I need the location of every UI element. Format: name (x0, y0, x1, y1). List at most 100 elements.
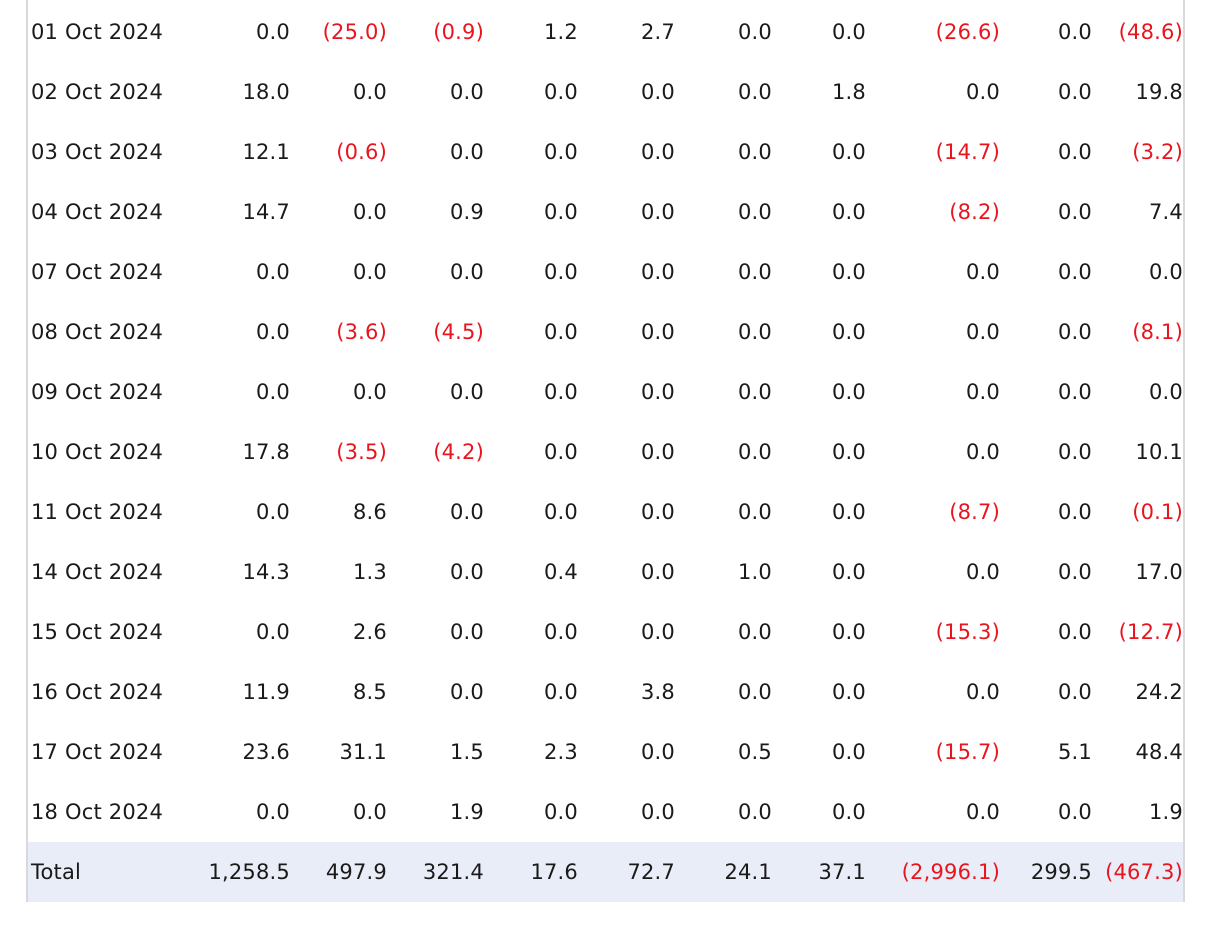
table-cell: 0.0 (1058, 800, 1092, 824)
table-row: 10 Oct 2024 17.8 (3.5) (4.2) 0.0 0.0 0.0 0.0 0.0… (28, 422, 1183, 482)
row-date: 10 Oct 2024 (31, 440, 164, 464)
table-row: 15 Oct 2024 0.0 2.6 0.0 0.0 0.0 0.0 0.0 (15.3) 0.… (28, 602, 1183, 662)
total-cell: 321.4 (387, 842, 484, 902)
table-cell: 0.0 (544, 800, 578, 824)
table-cell: (0.6) (336, 140, 387, 164)
table-cell: 1.9 (450, 800, 484, 824)
table-cell: 0.0 (832, 20, 866, 44)
table-cell: 0.0 (738, 500, 772, 524)
table-row: 08 Oct 2024 0.0 (3.6) (4.5) 0.0 0.0 0.0 0.0 0.0 0… (28, 302, 1183, 362)
table-row: 07 Oct 2024 0.0 0.0 0.0 0.0 0.0 0.0 0.0 0.0 0.0 0.… (28, 242, 1183, 302)
table-cell: 12.1 (242, 140, 290, 164)
table-cell: 24.2 (1135, 680, 1183, 704)
table-cell: 0.0 (1058, 320, 1092, 344)
table-cell: 2.7 (641, 20, 675, 44)
table-cell: 1.5 (450, 740, 484, 764)
table-cell: (3.2) (1132, 140, 1183, 164)
table-cell: 2.6 (353, 620, 387, 644)
table-cell: 0.0 (738, 320, 772, 344)
table-cell: 0.0 (450, 140, 484, 164)
table-cell: 0.0 (544, 500, 578, 524)
row-date: 08 Oct 2024 (31, 320, 164, 344)
table-cell: 0.0 (832, 560, 866, 584)
table-cell: 0.0 (1058, 440, 1092, 464)
table-cell: 0.0 (641, 200, 675, 224)
table-cell: 0.0 (1058, 620, 1092, 644)
table-cell: 0.0 (966, 560, 1000, 584)
table-cell: 0.0 (256, 620, 290, 644)
row-date: 07 Oct 2024 (31, 260, 164, 284)
table-cell: 0.0 (544, 380, 578, 404)
table-cell: 0.0 (1058, 20, 1092, 44)
table-cell: 0.0 (544, 260, 578, 284)
table-cell: 11.9 (242, 680, 290, 704)
table-cell: 0.0 (256, 20, 290, 44)
table-cell: 0.0 (966, 800, 1000, 824)
table-row: 02 Oct 2024 18.0 0.0 0.0 0.0 0.0 0.0 1.8 0.0 0.0 1… (28, 62, 1183, 122)
table-cell: 0.0 (544, 320, 578, 344)
table-cell: 8.6 (353, 500, 387, 524)
total-cell: 1,258.5 (191, 842, 290, 902)
table-cell: 0.0 (450, 500, 484, 524)
table-cell: 0.0 (641, 620, 675, 644)
table-row: 04 Oct 2024 14.7 0.0 0.9 0.0 0.0 0.0 0.0 (8.2) 0.… (28, 182, 1183, 242)
table-cell: 0.0 (966, 80, 1000, 104)
total-cell: 37.1 (772, 842, 866, 902)
table-cell: (3.6) (336, 320, 387, 344)
table-cell: 0.4 (544, 560, 578, 584)
total-cell: 299.5 (1000, 842, 1092, 902)
total-cell: 497.9 (290, 842, 387, 902)
table-cell: 0.0 (832, 200, 866, 224)
table-row: 03 Oct 2024 12.1 (0.6) 0.0 0.0 0.0 0.0 0.0 (14.7… (28, 122, 1183, 182)
row-date: 16 Oct 2024 (31, 680, 164, 704)
table-cell: 7.4 (1149, 200, 1183, 224)
table-cell: 0.0 (544, 200, 578, 224)
table-cell: 0.0 (256, 260, 290, 284)
table-cell: 14.7 (242, 200, 290, 224)
table-cell: 0.0 (641, 380, 675, 404)
table-row: 01 Oct 2024 0.0 (25.0) (0.9) 1.2 2.7 0.0 0.0 (26… (28, 2, 1183, 62)
table-cell: 0.0 (544, 440, 578, 464)
table-cell: 0.0 (256, 800, 290, 824)
table-cell: 1.8 (832, 80, 866, 104)
table-row: 14 Oct 2024 14.3 1.3 0.0 0.4 0.0 1.0 0.0 0.0 0.0 1… (28, 542, 1183, 602)
table-cell: 0.0 (450, 620, 484, 644)
table-cell: 0.0 (738, 680, 772, 704)
table-cell: 8.5 (353, 680, 387, 704)
table-cell: (8.7) (949, 500, 1000, 524)
table-cell: 0.0 (738, 440, 772, 464)
table-cell: 0.0 (966, 440, 1000, 464)
table-cell: 0.5 (738, 740, 772, 764)
table-cell: 0.0 (738, 260, 772, 284)
table-cell: 0.0 (1058, 200, 1092, 224)
table-row: 09 Oct 2024 0.0 0.0 0.0 0.0 0.0 0.0 0.0 0.0 0.0 0.… (28, 362, 1183, 422)
table-cell: 0.0 (1058, 140, 1092, 164)
table-cell: 0.0 (353, 260, 387, 284)
table-cell: 5.1 (1058, 740, 1092, 764)
row-date: 17 Oct 2024 (31, 740, 164, 764)
table-cell: 0.0 (450, 560, 484, 584)
table-cell: 31.1 (339, 740, 387, 764)
table-cell: 1.9 (1149, 800, 1183, 824)
total-cell: (467.3) (1092, 842, 1183, 902)
table-cell: 0.0 (738, 800, 772, 824)
table-cell: 0.0 (832, 800, 866, 824)
table-cell: 1.2 (544, 20, 578, 44)
table-cell: 10.1 (1135, 440, 1183, 464)
table-cell: 0.0 (738, 20, 772, 44)
data-table-container: 01 Oct 2024 0.0 (25.0) (0.9) 1.2 2.7 0.0 0.0 (26… (26, 0, 1185, 902)
table-cell: 0.0 (353, 800, 387, 824)
total-row: Total 1,258.5 497.9 321.4 17.6 72.7 24.1 37.1 (2… (28, 842, 1183, 902)
row-date: 14 Oct 2024 (31, 560, 164, 584)
row-date: 15 Oct 2024 (31, 620, 164, 644)
table-cell: 0.0 (450, 260, 484, 284)
table-cell: 3.8 (641, 680, 675, 704)
table-cell: 1.3 (353, 560, 387, 584)
table-cell: (15.3) (935, 620, 1000, 644)
table-row: 16 Oct 2024 11.9 8.5 0.0 0.0 3.8 0.0 0.0 0.0 0.0 2… (28, 662, 1183, 722)
table-cell: (4.2) (433, 440, 484, 464)
total-label: Total (28, 842, 191, 902)
table-cell: 0.0 (641, 260, 675, 284)
table-cell: 0.0 (641, 800, 675, 824)
table-cell: 0.0 (450, 680, 484, 704)
